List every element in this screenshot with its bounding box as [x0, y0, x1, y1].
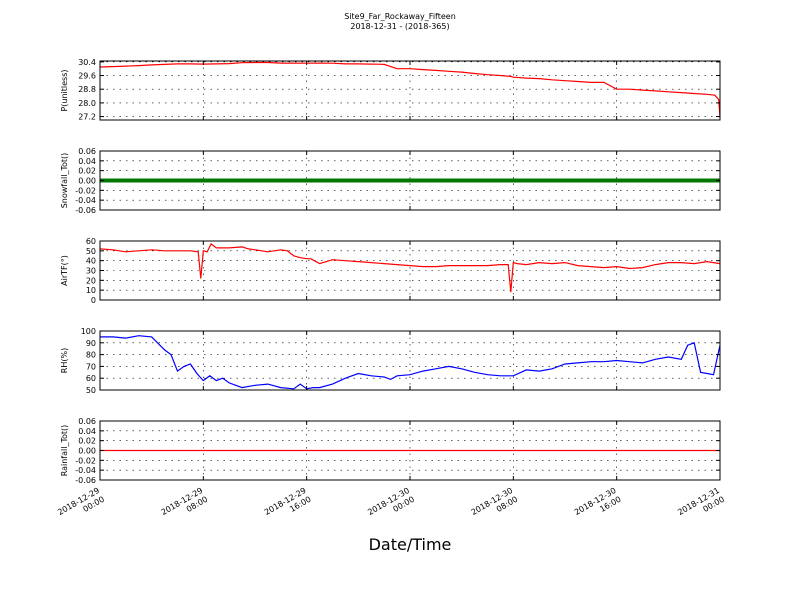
y-tick-label: 100: [81, 327, 96, 336]
y-tick-label: 90: [86, 339, 96, 348]
y-tick-label: -0.04: [75, 466, 96, 475]
y-tick-label: 28.0: [78, 99, 96, 108]
y-tick-label: 27.2: [78, 113, 96, 122]
panels: 30.429.628.828.027.2P(unitless)0.060.040…: [60, 58, 721, 485]
x-tick-labels: 2018-12-2900:00 2018-12-2908:00 2018-12-29…: [56, 486, 726, 526]
y-tick-label: 10: [86, 286, 96, 295]
y-tick-label: 0.00: [78, 177, 96, 186]
y-tick-label: 40: [86, 257, 96, 266]
x-tick-label: 2018-12-3016:00: [573, 486, 623, 526]
axes-frame: [99, 330, 721, 391]
y-tick-label: 30.4: [78, 58, 96, 67]
y-tick-label: -0.06: [75, 476, 96, 485]
y-axis-label: Snowfall_Tot(): [60, 153, 69, 209]
y-tick-label: 0.02: [78, 167, 96, 176]
chart-title: Site9_Far_Rockaway_Fifteen: [344, 12, 456, 21]
y-tick-label: -0.06: [75, 206, 96, 215]
y-tick-label: 50: [86, 247, 96, 256]
y-axis-label: P(unitless): [60, 69, 69, 111]
y-tick-label: 80: [86, 351, 96, 360]
axes-frame: [99, 60, 721, 121]
series-line: [99, 242, 721, 293]
panel-4: 100 90 80 70 60 50 RH(%): [60, 327, 721, 395]
series-line: [99, 61, 721, 118]
y-axis-label: AirTF(°): [60, 255, 69, 286]
y-tick-label: -0.02: [75, 456, 96, 465]
y-axis-label: Rainfall_Tot(): [60, 425, 69, 477]
panel-1: 30.4 29.6 28.8 28.0 27.2 P(unitless): [60, 58, 721, 122]
x-tick-label: 2018-12-3100:00: [676, 486, 726, 526]
y-tick-label: 30: [86, 267, 96, 276]
y-tick-label: 0.02: [78, 437, 96, 446]
x-tick-label: 2018-12-2900:00: [56, 486, 106, 526]
y-tick-label: -0.02: [75, 186, 96, 195]
y-tick-label: 20: [86, 276, 96, 285]
series-line: [100, 335, 721, 390]
y-tick-label: 0.04: [78, 427, 96, 436]
panel-5: 0.060.040.020.00-0.02-0.04-0.06 Rainfall_…: [60, 417, 721, 485]
x-tick-label: 2018-12-3000:00: [366, 486, 416, 526]
y-tick-label: 0: [91, 296, 96, 305]
y-tick-label: 50: [86, 386, 96, 395]
y-tick-label: 29.6: [78, 72, 96, 81]
y-tick-label: 28.8: [78, 85, 96, 94]
x-axis-label: Date/Time: [369, 535, 452, 554]
y-tick-label: 60: [86, 374, 96, 383]
x-tick-label: 2018-12-2908:00: [160, 486, 210, 526]
panel-2: 0.060.040.020.00-0.02-0.04-0.06 Snowfall_…: [60, 147, 721, 215]
y-tick-label: 0.04: [78, 157, 96, 166]
x-tick-label: 2018-12-2916:00: [263, 486, 313, 526]
y-tick-label: 0.06: [78, 417, 96, 426]
y-tick-label: -0.04: [75, 196, 96, 205]
chart-subtitle: 2018-12-31 - (2018-365): [350, 22, 449, 31]
y-axis-label: RH(%): [60, 348, 69, 373]
y-tick-label: 0.06: [78, 147, 96, 156]
y-tick-label: 60: [86, 237, 96, 246]
y-tick-label: 0.00: [78, 447, 96, 456]
x-tick-label: 2018-12-3008:00: [470, 486, 520, 526]
y-tick-label: 70: [86, 362, 96, 371]
